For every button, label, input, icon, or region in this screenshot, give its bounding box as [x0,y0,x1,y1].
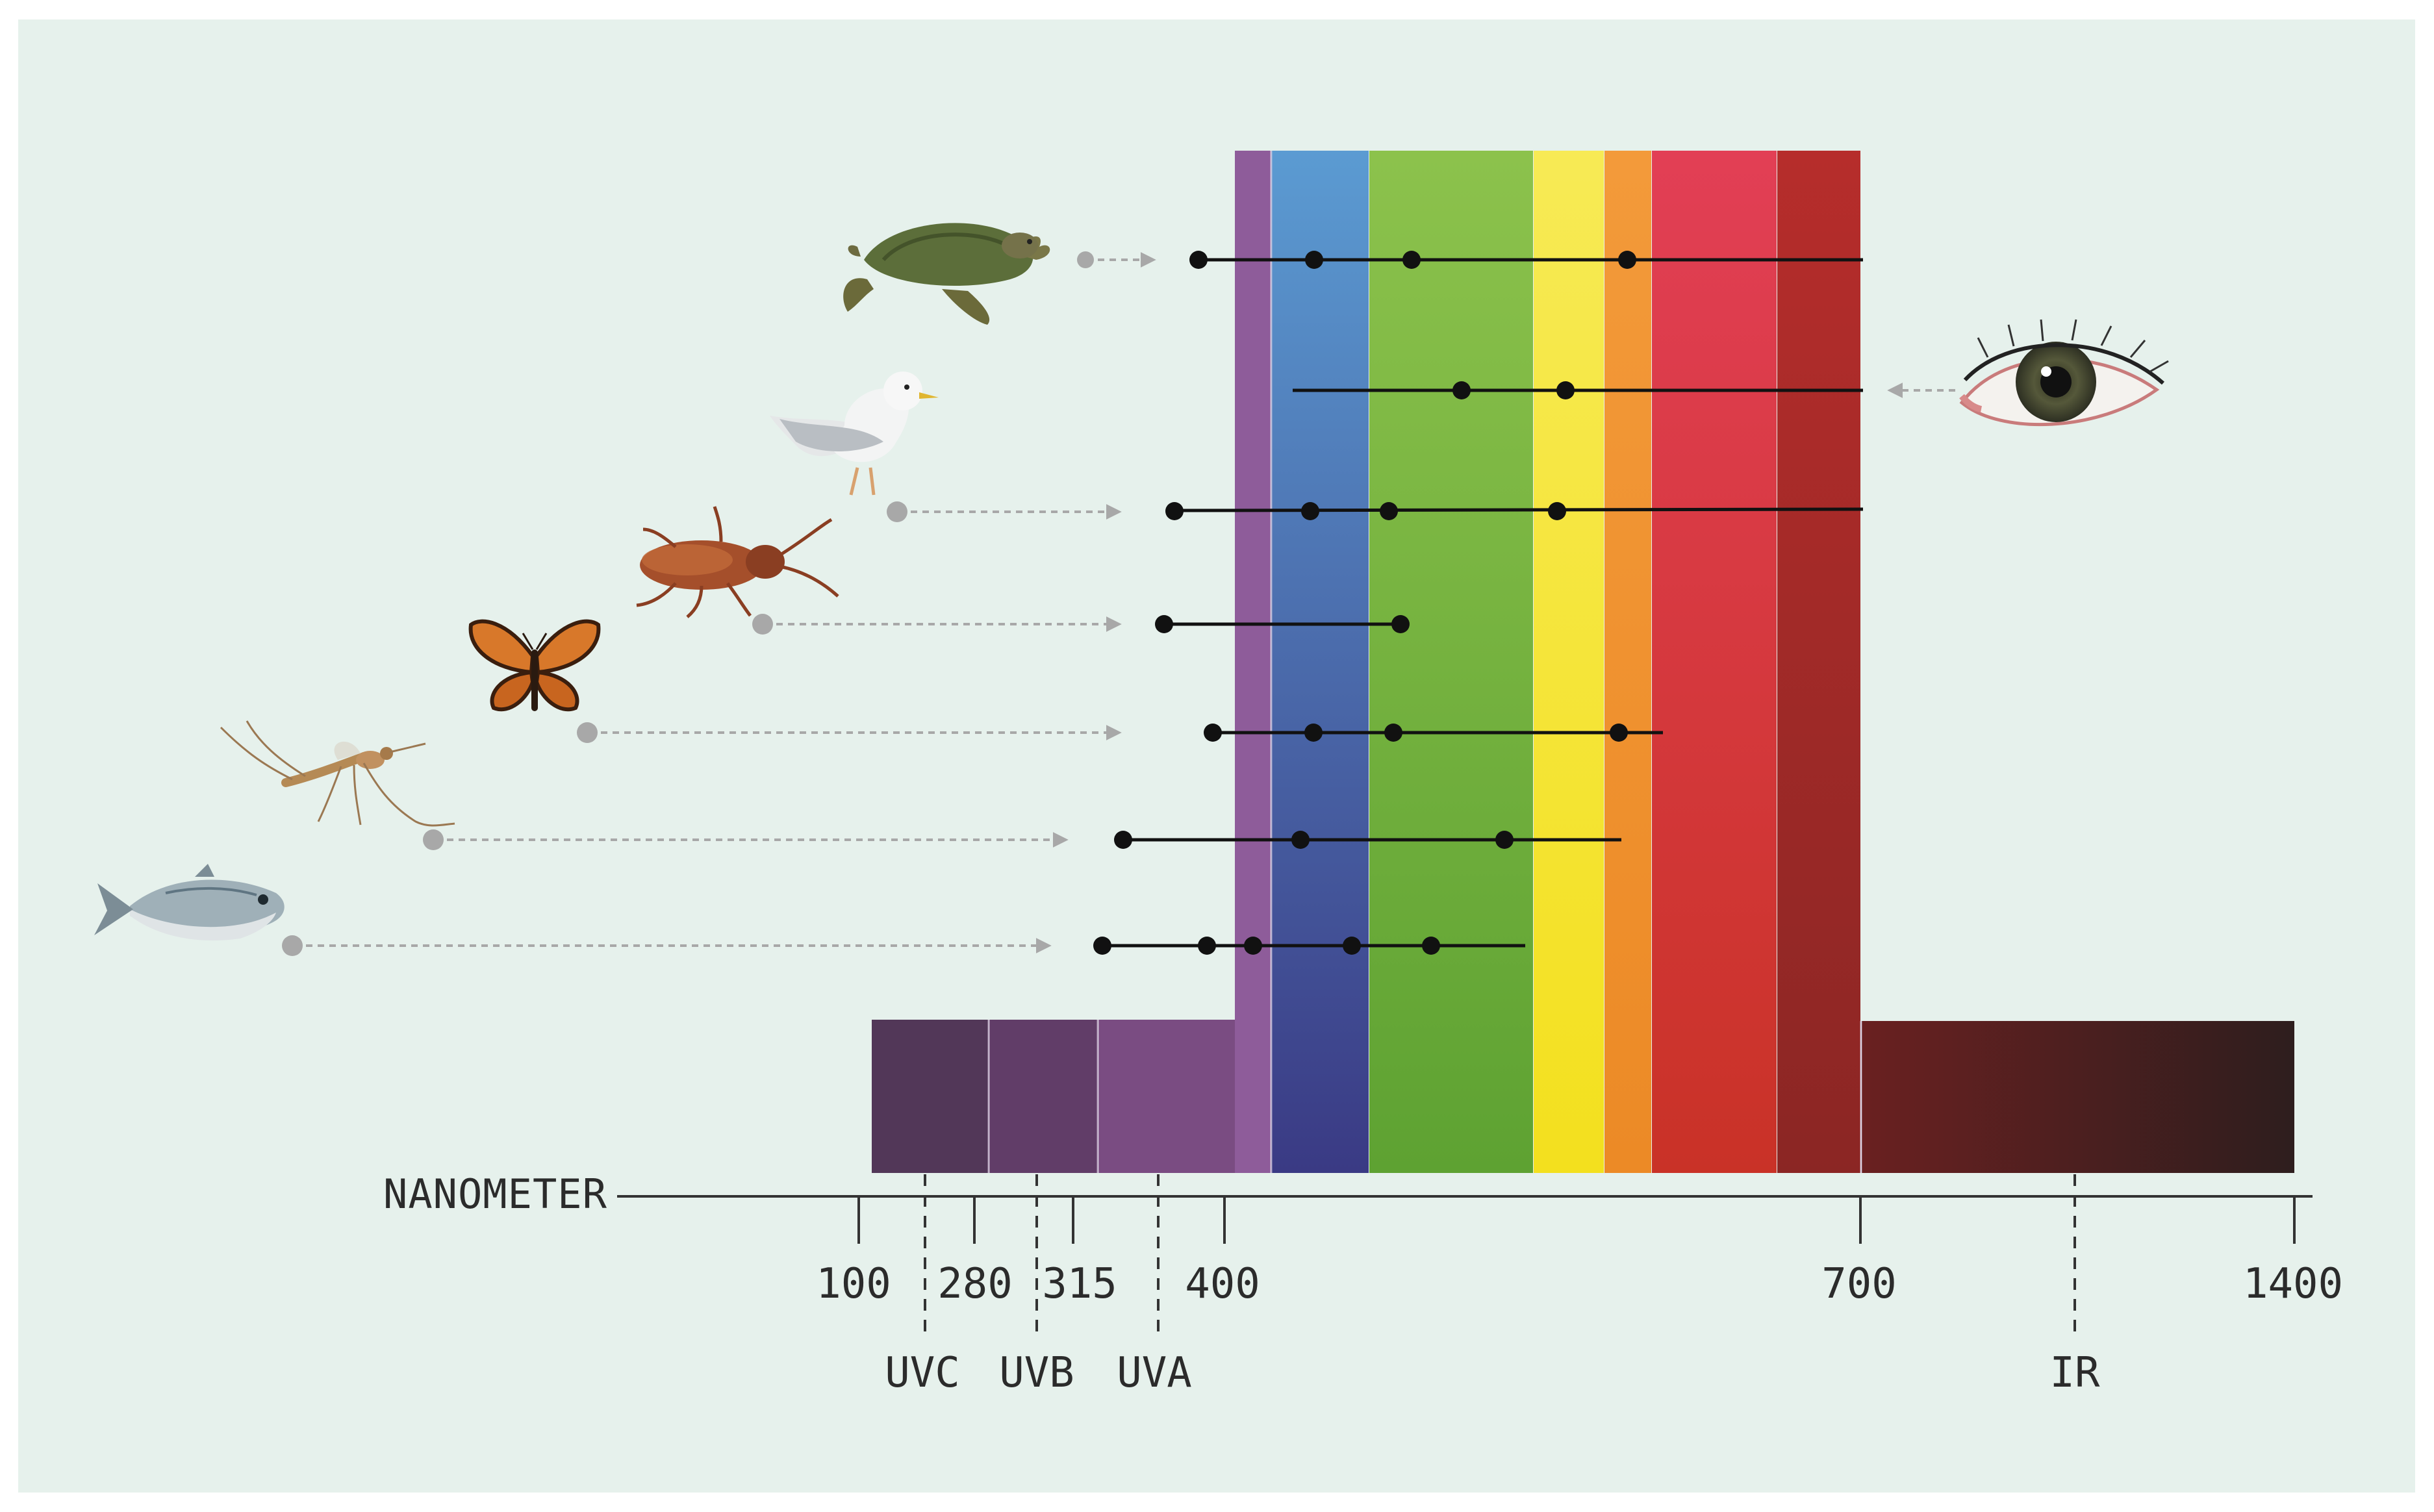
yellow-band [1534,151,1604,1173]
sensitivity-peak [1304,724,1323,742]
uvb-band [989,1020,1098,1173]
sensitivity-peak [1548,502,1566,520]
mosquito-row [423,829,1621,850]
nanometer-axis: NANOMETER 100 280 315 400 700 1400 UVC U… [383,1170,2343,1397]
connector-dot [577,722,598,743]
cockroach-row [752,614,1410,635]
sensitivity-peak [1301,502,1319,520]
connector-dot [423,829,444,850]
human-row [1293,381,1955,399]
turtle-row [1077,251,1863,269]
sensitivity-peak [1618,251,1636,269]
sensitivity-peak [1452,381,1471,399]
uva-band [1098,1020,1235,1173]
connector-dot [1077,251,1094,268]
band-label-ir: IR [2049,1349,2100,1397]
gull-icon [770,372,939,496]
sensitivity-peak [1384,724,1402,742]
sensitivity-range [1174,507,1864,512]
sensitivity-peak [1402,251,1421,269]
butterfly-icon [468,619,601,712]
sensitivity-peak [1422,937,1440,955]
sensitivity-peak [1380,502,1398,520]
sensitivity-peak [1198,937,1216,955]
sensitivity-peak [1189,251,1208,269]
green-band [1369,151,1533,1173]
sensitivity-peak [1165,502,1184,520]
tick-label-100: 100 [816,1260,891,1308]
sensitivity-peak [1556,381,1575,399]
tick-label-700: 700 [1821,1260,1897,1308]
uvc-band [872,1020,989,1173]
band-label-uvb: UVB [999,1349,1074,1397]
fish-icon [94,864,285,941]
cockroach-icon [636,506,839,618]
eye-icon [1959,319,2169,427]
sensitivity-peak [1204,724,1222,742]
sensitivity-peak [1093,937,1111,955]
axis-title: NANOMETER [383,1170,607,1218]
sensitivity-peak [1610,724,1628,742]
ir-band [1862,1021,2294,1173]
sensitivity-peak [1495,831,1514,849]
sensitivity-peak [1291,831,1310,849]
tick-label-315: 315 [1042,1260,1117,1308]
tick-label-280: 280 [937,1260,1013,1308]
butterfly-row [577,722,1663,743]
band-label-uva: UVA [1117,1349,1192,1397]
connector-dot [752,614,773,635]
fish-row [282,935,1525,956]
orange-band [1604,151,1651,1173]
red-band [1652,151,1777,1173]
deep-red-band [1777,151,1860,1173]
connector-dot [282,935,303,956]
sensitivity-peak [1343,937,1361,955]
band-label-uvc: UVC [885,1349,960,1397]
sensitivity-peak [1305,251,1323,269]
background-panel [18,19,2415,1493]
blue-band [1271,151,1369,1173]
sensitivity-peak [1114,831,1132,849]
spectrum [872,151,2294,1173]
sensitivity-peak [1391,615,1410,633]
sensitivity-rows [282,251,1955,956]
turtle-icon [843,223,1050,325]
tick-label-1400: 1400 [2243,1260,2343,1308]
violet-band [1235,151,1271,1173]
gull-row [887,501,1864,522]
sensitivity-peak [1244,937,1262,955]
connector-dot [887,501,907,522]
tick-label-400: 400 [1185,1260,1260,1308]
sensitivity-peak [1155,615,1173,633]
mosquito-icon [220,720,455,827]
